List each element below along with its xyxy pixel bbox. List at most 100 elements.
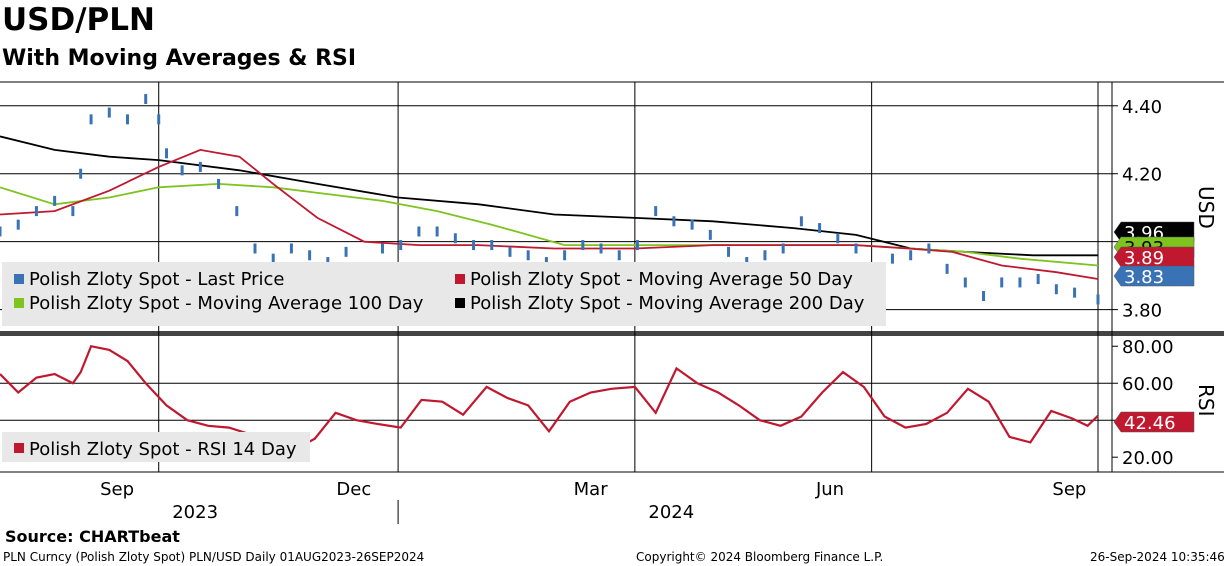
rsi-value-tag-bg — [1113, 411, 1195, 433]
rsi-value-tag: 42.46 — [1124, 413, 1176, 434]
price-bar — [1096, 294, 1100, 305]
year-label: 2024 — [648, 502, 694, 523]
price-bar — [727, 246, 731, 257]
ma50-value-tag: 3.89 — [1124, 248, 1164, 269]
chart-subtitle: With Moving Averages & RSI — [2, 46, 357, 71]
price-bar — [125, 114, 129, 125]
rsi-tick-label: 60.00 — [1122, 374, 1174, 395]
price-bar — [1000, 277, 1004, 288]
price-bar — [1073, 287, 1077, 298]
legend-label: Polish Zloty Spot - Moving Average 50 Da… — [470, 269, 853, 290]
price-bar — [144, 93, 148, 104]
legend-label: Polish Zloty Spot - Last Price — [29, 269, 285, 290]
footer-security-info: PLN Curncy (Polish Zloty Spot) PLN/USD D… — [3, 550, 425, 564]
legend-label: Polish Zloty Spot - RSI 14 Day — [29, 439, 297, 460]
price-bar — [472, 240, 476, 251]
price-bar — [490, 240, 494, 251]
price-bar — [380, 243, 384, 254]
price-bar — [253, 243, 257, 254]
ma-line — [0, 135, 1098, 257]
price-bar — [854, 243, 858, 254]
price-bar — [599, 243, 603, 254]
price-bar — [71, 206, 75, 217]
price-bar — [818, 223, 822, 234]
price-bar — [708, 229, 712, 240]
price-tick-label: 4.20 — [1122, 165, 1162, 186]
month-label: Mar — [574, 479, 609, 500]
price-bar — [399, 240, 403, 251]
price-bar — [526, 250, 530, 261]
price-bar — [34, 206, 38, 217]
price-legend: Polish Zloty Spot - Last Price Polish Zlo… — [2, 262, 886, 326]
price-bar — [1018, 277, 1022, 288]
month-label: Sep — [1052, 479, 1086, 500]
footer-timestamp: 26-Sep-2024 10:35:46 — [1090, 550, 1224, 564]
last-price-tag-bg — [1113, 265, 1195, 287]
price-bar — [890, 253, 894, 264]
legend-swatch — [14, 298, 24, 308]
price-bar — [635, 240, 639, 251]
price-bar — [344, 246, 348, 257]
price-bar — [927, 243, 931, 254]
price-bar — [79, 168, 83, 179]
price-bar — [563, 250, 567, 261]
price-bar — [107, 107, 111, 118]
footer-copyright: Copyright© 2024 Bloomberg Finance L.P. — [636, 550, 884, 564]
price-bar — [217, 178, 221, 189]
ma-line — [0, 182, 1099, 267]
price-bar — [690, 219, 694, 230]
price-tick-label: 3.80 — [1122, 301, 1162, 322]
price-bar — [435, 226, 439, 237]
price-bar — [654, 206, 658, 217]
price-bar — [165, 148, 169, 159]
month-label: Dec — [336, 479, 371, 500]
price-bar — [271, 253, 275, 264]
price-bar — [453, 233, 457, 244]
legend-swatch — [14, 443, 24, 453]
price-bar — [799, 216, 803, 227]
rsi-legend: Polish Zloty Spot - RSI 14 Day — [2, 432, 310, 462]
legend-swatch — [14, 274, 24, 284]
last-price-tag: 3.83 — [1124, 267, 1164, 288]
rsi-tick-label: 80.00 — [1122, 337, 1174, 358]
price-bar — [617, 250, 621, 261]
price-bar — [508, 246, 512, 257]
price-bar — [180, 165, 184, 176]
price-bar — [781, 243, 785, 254]
price-bar — [157, 114, 161, 125]
price-bar — [417, 226, 421, 237]
ma-line — [0, 148, 1099, 280]
price-bar — [198, 161, 202, 172]
rsi-tick-label: 20.00 — [1122, 448, 1174, 469]
legend-label: Polish Zloty Spot - Moving Average 200 D… — [470, 293, 865, 314]
price-bar — [672, 216, 676, 227]
price-bar — [0, 226, 2, 237]
price-bar — [89, 114, 93, 125]
price-bar — [1036, 274, 1040, 285]
price-bar — [963, 277, 967, 288]
price-legend-box — [2, 262, 886, 326]
price-bar — [1054, 284, 1058, 295]
legend-swatch — [455, 298, 465, 308]
price-bar — [909, 250, 913, 261]
chart-title: USD/PLN — [2, 2, 155, 38]
legend-label: Polish Zloty Spot - Moving Average 100 D… — [29, 293, 424, 314]
price-bar — [53, 195, 57, 206]
price-bar — [581, 240, 585, 251]
month-label: Sep — [100, 479, 134, 500]
panel-divider — [0, 331, 1224, 336]
price-bar — [763, 250, 767, 261]
year-label: 2023 — [172, 502, 218, 523]
price-bar — [836, 233, 840, 244]
price-tick-label: 4.40 — [1122, 97, 1162, 118]
price-bar — [982, 291, 986, 302]
price-bar — [945, 263, 949, 274]
legend-swatch — [455, 274, 465, 284]
price-bar — [308, 250, 312, 261]
price-axis-title: USD — [1194, 186, 1218, 229]
source-label: Source: CHARTbeat — [5, 527, 180, 546]
rsi-legend-box — [2, 432, 310, 462]
price-bar — [16, 219, 20, 230]
rsi-axis-title: RSI — [1194, 384, 1218, 417]
